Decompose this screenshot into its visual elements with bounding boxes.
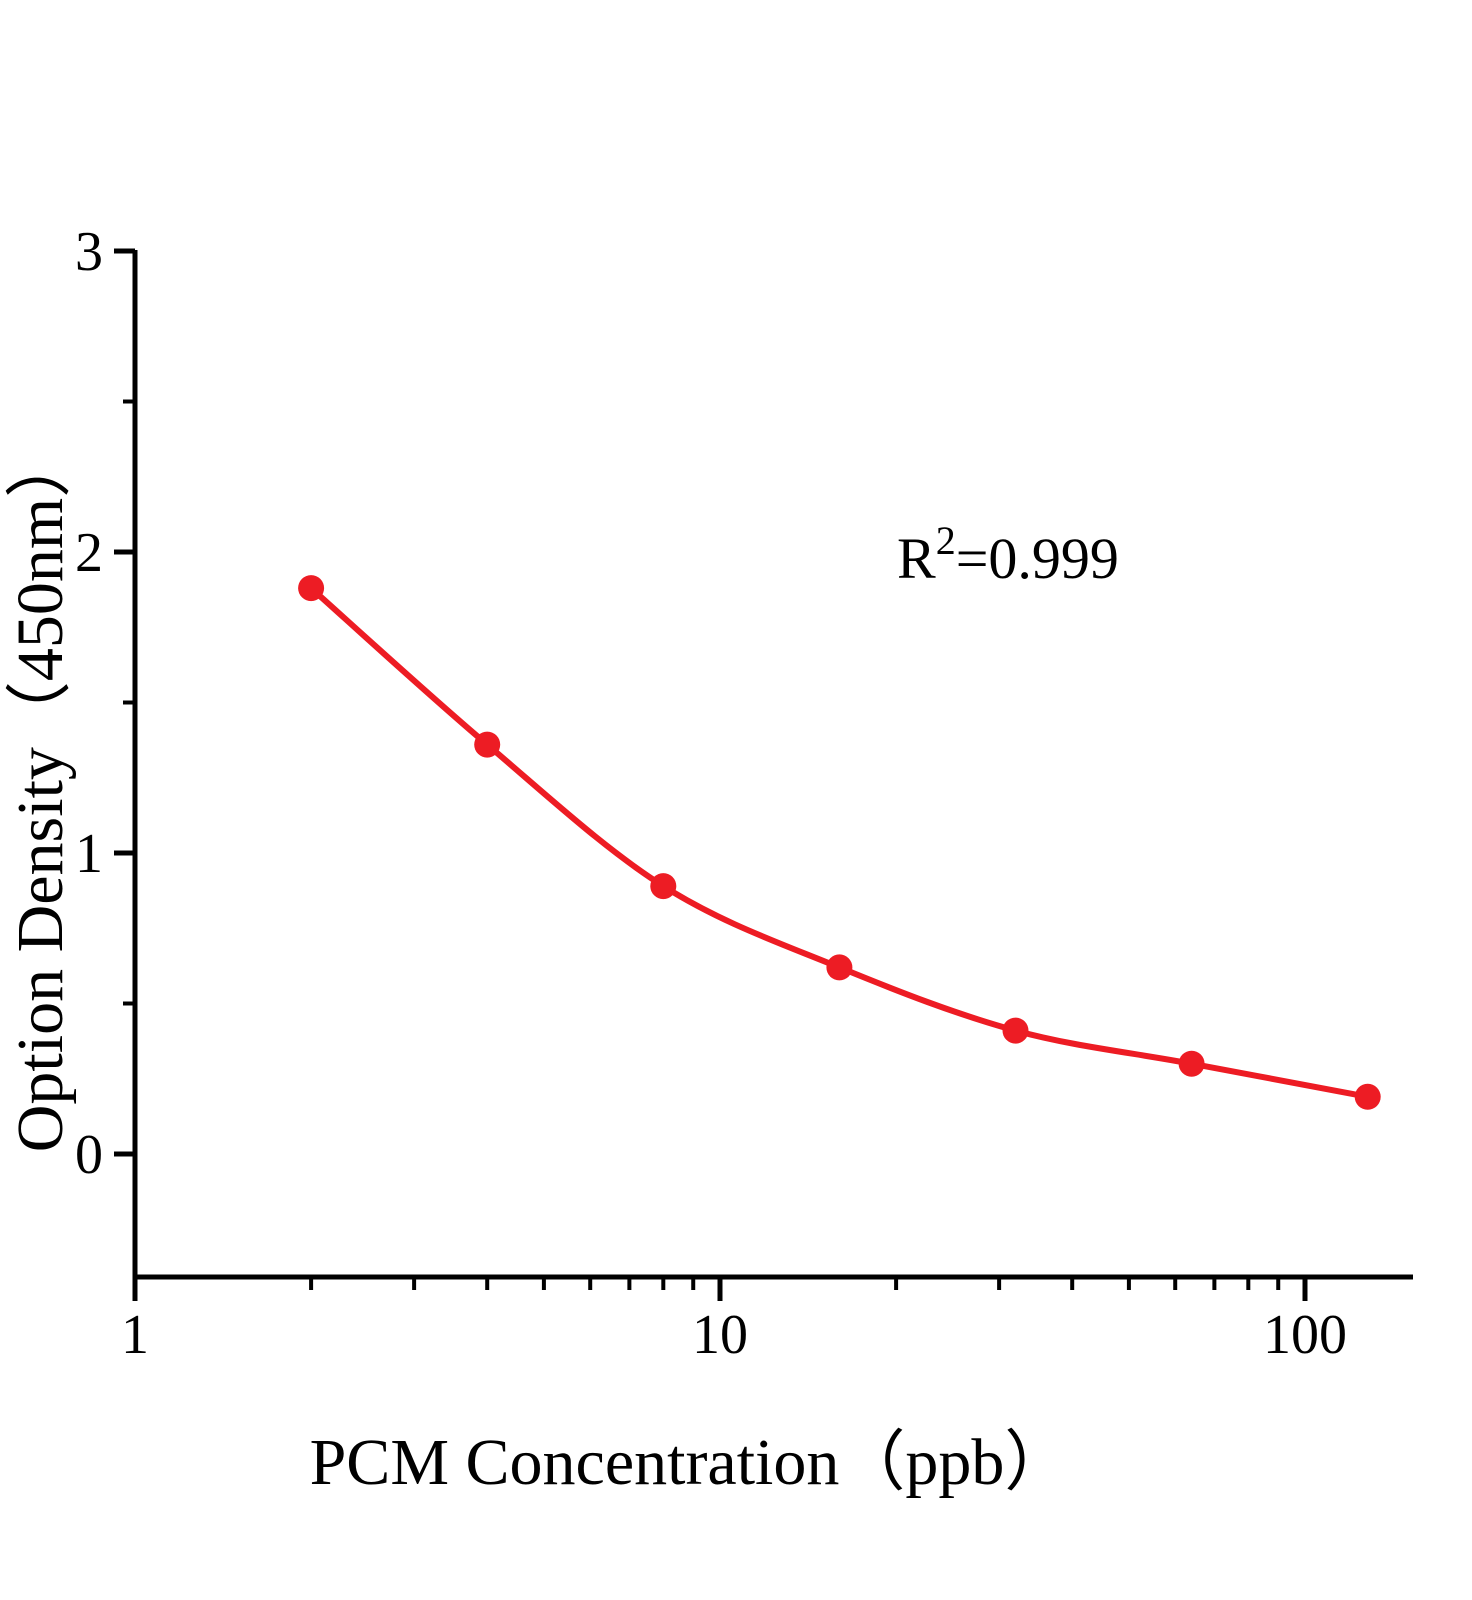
y-tick-label: 0 <box>75 1124 103 1186</box>
fit-curve <box>308 585 1371 1100</box>
data-point-marker <box>826 954 853 981</box>
x-tick-label: 10 <box>692 1304 748 1366</box>
data-points <box>298 575 1381 1110</box>
data-point-marker <box>1354 1083 1381 1110</box>
r-squared-annotation: R2=0.999 <box>897 518 1119 591</box>
axes <box>114 248 1413 1301</box>
y-tick-label: 1 <box>75 823 103 885</box>
tick-labels: 0 1 2 3 1 10 100 <box>75 221 1347 1366</box>
r-squared-value: =0.999 <box>956 526 1119 591</box>
data-point-marker <box>1178 1050 1205 1077</box>
data-point-marker <box>1002 1017 1029 1044</box>
r-squared-exponent: 2 <box>936 518 956 563</box>
y-tick-label: 2 <box>75 522 103 584</box>
r-squared-base: R <box>897 526 936 591</box>
data-point-marker <box>474 731 501 758</box>
x-axis-title: PCM Concentration（ppb） <box>310 1426 1071 1499</box>
data-point-marker <box>298 575 325 602</box>
x-tick-label: 1 <box>121 1304 149 1366</box>
x-tick-label: 100 <box>1263 1304 1347 1366</box>
data-point-marker <box>650 873 677 900</box>
y-tick-label: 3 <box>75 221 103 283</box>
y-axis-title: Option Density（450nm） <box>4 432 77 1153</box>
